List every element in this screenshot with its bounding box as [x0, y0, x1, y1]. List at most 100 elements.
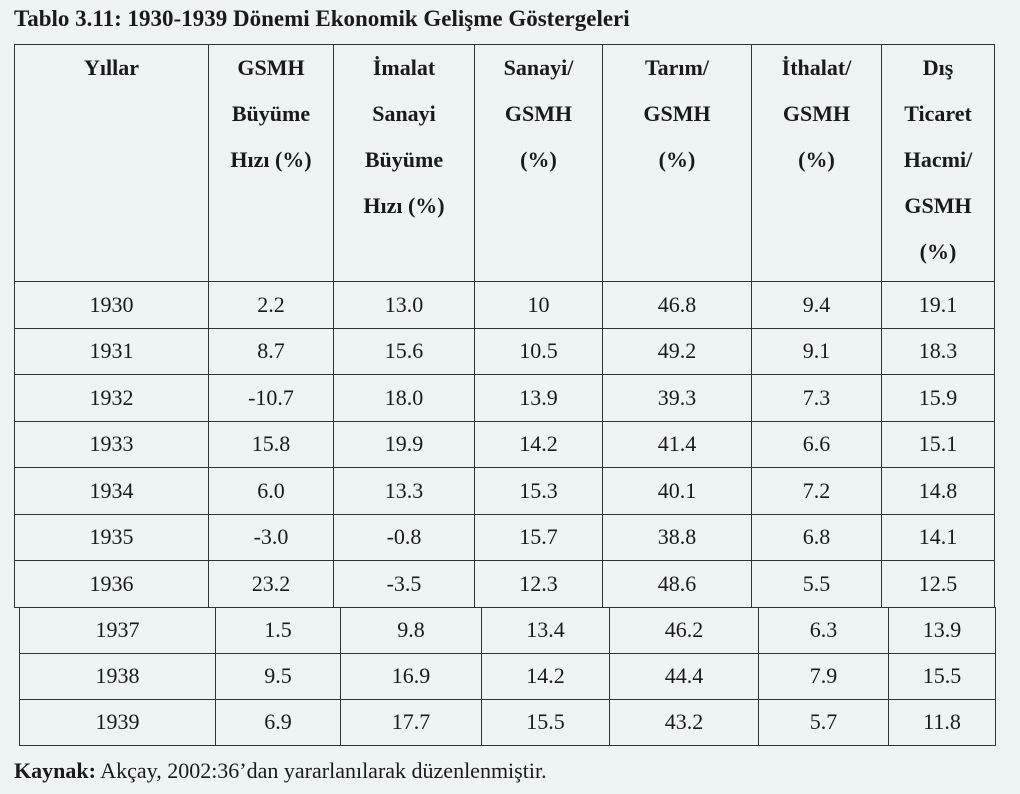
value-cell: 15.5: [481, 698, 610, 746]
table-row: 1934 6.0 13.3 15.3 40.1 7.2 14.8: [14, 467, 995, 515]
value-cell: 8.7: [208, 327, 334, 375]
header-line: Yıllar: [84, 55, 139, 80]
value-cell: 48.6: [602, 560, 752, 608]
column-header: GSMH Büyüme Hızı (%): [208, 44, 334, 282]
table-row: 1936 23.2 -3.5 12.3 48.6 5.5 12.5: [14, 560, 995, 608]
year-cell: 1931: [14, 327, 209, 375]
column-header: İthalat/GSMH (%): [751, 44, 882, 282]
value-cell: -3.5: [333, 560, 475, 608]
table-container: Yıllar GSMH Büyüme Hızı (%) İmalat Sanayi Büyü…: [14, 44, 996, 746]
value-cell: 6.0: [208, 467, 334, 515]
indicators-table-part-1: Yıllar GSMH Büyüme Hızı (%) İmalat Sanayi Büyü…: [14, 44, 995, 608]
table-row: 1930 2.2 13.0 10 46.8 9.4 19.1: [14, 281, 995, 329]
value-cell: 7.9: [758, 652, 889, 700]
header-line: Tarım/: [645, 55, 709, 80]
value-cell: 15.3: [474, 467, 603, 515]
value-cell: -3.0: [208, 513, 334, 561]
header-line: İthalat/: [781, 55, 852, 80]
table-row: 1933 15.8 19.9 14.2 41.4 6.6 15.1: [14, 420, 995, 468]
column-header: Tarım/GSMH (%): [602, 44, 752, 282]
value-cell: 6.3: [758, 606, 889, 654]
value-cell: -0.8: [333, 513, 475, 561]
header-line: Büyüme: [364, 147, 444, 172]
table-row: 1938 9.5 16.9 14.2 44.4 7.9 15.5: [19, 652, 996, 700]
value-cell: 15.5: [888, 652, 996, 700]
header-line: GSMH: [643, 101, 711, 126]
value-cell: 23.2: [208, 560, 334, 608]
value-cell: 15.6: [333, 327, 475, 375]
value-cell: 5.7: [758, 698, 889, 746]
year-cell: 1939: [19, 698, 216, 746]
table-row: 1935 -3.0 -0.8 15.7 38.8 6.8 14.1: [14, 513, 995, 561]
source-text: Akçay, 2002:36’dan yararlanılarak düzenl…: [95, 758, 547, 783]
value-cell: 10.5: [474, 327, 603, 375]
value-cell: 6.9: [215, 698, 341, 746]
year-cell: 1933: [14, 420, 209, 468]
value-cell: 12.3: [474, 560, 603, 608]
header-line: GSMH: [782, 101, 851, 126]
table-row: 1931 8.7 15.6 10.5 49.2 9.1 18.3: [14, 327, 995, 375]
value-cell: 14.8: [881, 467, 995, 515]
source-label: Kaynak:: [14, 758, 96, 783]
header-line: (%): [658, 147, 696, 172]
value-cell: 17.7: [340, 698, 482, 746]
value-cell: 46.8: [602, 281, 752, 329]
header-line: Büyüme: [231, 101, 311, 126]
value-cell: 9.5: [215, 652, 341, 700]
value-cell: 46.2: [609, 606, 759, 654]
value-cell: 19.1: [881, 281, 995, 329]
indicators-table-part-2: 1937 1.5 9.8 13.4 46.2 6.3 13.9 1938 9.5 16.9 14.2…: [19, 606, 996, 746]
value-cell: 9.8: [340, 606, 482, 654]
header-line: GSMH: [504, 101, 573, 126]
value-cell: 15.9: [881, 374, 995, 422]
year-cell: 1938: [19, 652, 216, 700]
value-cell: 10: [474, 281, 603, 329]
value-cell: 14.2: [481, 652, 610, 700]
table-body-part-2: 1937 1.5 9.8 13.4 46.2 6.3 13.9 1938 9.5 16.9 14.2…: [19, 606, 996, 746]
value-cell: 2.2: [208, 281, 334, 329]
value-cell: 13.0: [333, 281, 475, 329]
value-cell: 14.2: [474, 420, 603, 468]
column-header: İmalat Sanayi Büyüme Hızı (%): [333, 44, 475, 282]
header-line: Hacmi/: [903, 147, 973, 172]
value-cell: 16.9: [340, 652, 482, 700]
value-cell: 18.3: [881, 327, 995, 375]
header-line: GSMH: [237, 55, 305, 80]
table-caption: Tablo 3.11: 1930-1939 Dönemi Ekonomik Ge…: [14, 6, 630, 31]
value-cell: 13.4: [481, 606, 610, 654]
value-cell: 9.1: [751, 327, 882, 375]
value-cell: 7.2: [751, 467, 882, 515]
year-cell: 1935: [14, 513, 209, 561]
year-cell: 1932: [14, 374, 209, 422]
value-cell: 43.2: [609, 698, 759, 746]
value-cell: 15.8: [208, 420, 334, 468]
table-row: 1939 6.9 17.7 15.5 43.2 5.7 11.8: [19, 698, 996, 746]
header-line: (%): [798, 147, 835, 172]
header-line: (%): [520, 147, 557, 172]
column-header: Dış Ticaret Hacmi/GSMH (%): [881, 44, 995, 282]
value-cell: 11.8: [888, 698, 996, 746]
table-body-part-1: 1930 2.2 13.0 10 46.8 9.4 19.1 1931 8.7 15.6 10.5 4…: [14, 281, 995, 608]
header-line: (%): [919, 239, 957, 264]
value-cell: 5.5: [751, 560, 882, 608]
value-cell: 15.7: [474, 513, 603, 561]
header-line: Hızı (%): [363, 193, 445, 218]
value-cell: 1.5: [215, 606, 341, 654]
column-header: Sanayi/GSMH (%): [474, 44, 603, 282]
table-row: 1937 1.5 9.8 13.4 46.2 6.3 13.9: [19, 606, 996, 654]
year-cell: 1937: [19, 606, 216, 654]
value-cell: 6.8: [751, 513, 882, 561]
header-line: Dış: [922, 55, 954, 80]
source-note: Kaynak: Akçay, 2002:36’dan yararlanılara…: [14, 758, 547, 784]
value-cell: 44.4: [609, 652, 759, 700]
value-cell: 38.8: [602, 513, 752, 561]
header-line: Hızı (%): [230, 147, 312, 172]
value-cell: 12.5: [881, 560, 995, 608]
year-cell: 1934: [14, 467, 209, 515]
table-row: 1932 -10.7 18.0 13.9 39.3 7.3 15.9: [14, 374, 995, 422]
value-cell: 14.1: [881, 513, 995, 561]
value-cell: -10.7: [208, 374, 334, 422]
value-cell: 15.1: [881, 420, 995, 468]
value-cell: 7.3: [751, 374, 882, 422]
value-cell: 39.3: [602, 374, 752, 422]
